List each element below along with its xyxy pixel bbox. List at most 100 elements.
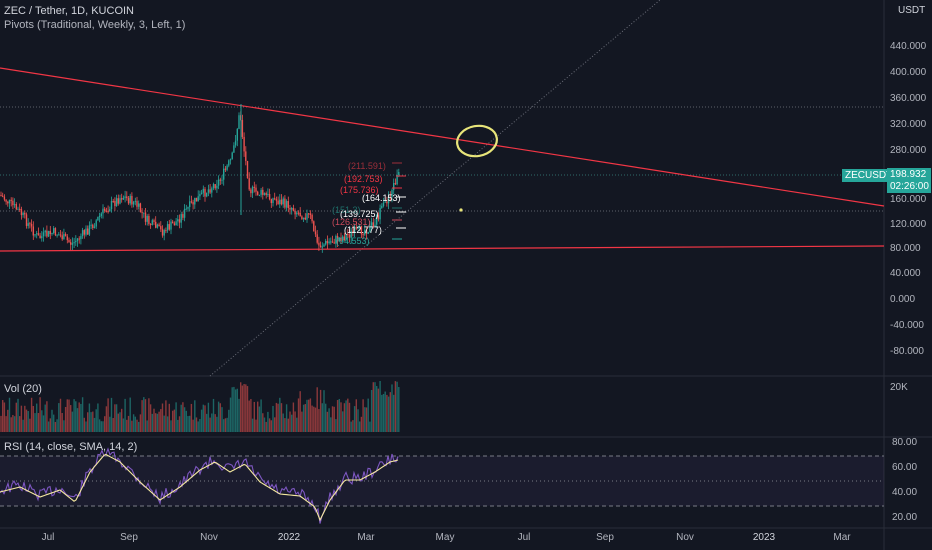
- candle-body: [291, 208, 293, 210]
- price-axis-label: 360.000: [890, 93, 927, 104]
- price-badge: 198.932: [887, 168, 931, 181]
- volume-bar: [311, 405, 313, 432]
- candle-body: [284, 198, 286, 208]
- candle-body: [17, 208, 19, 210]
- candle-body: [83, 230, 85, 235]
- candle-body: [342, 236, 344, 242]
- volume-bar: [39, 397, 41, 432]
- volume-bar: [245, 384, 247, 432]
- candle-body: [265, 193, 267, 195]
- candle-body: [223, 168, 225, 180]
- candle-body: [391, 190, 393, 197]
- candle-body: [153, 220, 155, 222]
- candle-body: [200, 192, 203, 195]
- candle-body: [75, 241, 77, 243]
- candle-body: [245, 151, 247, 161]
- volume-bar: [204, 405, 206, 432]
- candle-body: [85, 228, 87, 235]
- candle-body: [226, 165, 228, 170]
- candle-body: [70, 242, 72, 245]
- volume-bar: [53, 414, 55, 432]
- volume-bar: [166, 416, 169, 432]
- candle-body: [362, 234, 364, 236]
- volume-bar: [58, 403, 60, 432]
- price-axis-label: 280.000: [890, 145, 927, 156]
- volume-bar: [263, 417, 266, 432]
- candle-body: [270, 199, 272, 204]
- countdown-badge: 02:26:00: [887, 180, 931, 193]
- volume-bar: [2, 400, 4, 432]
- candle-body: [343, 236, 346, 241]
- candle-body: [64, 234, 67, 237]
- volume-title[interactable]: Vol (20): [4, 383, 42, 395]
- candle-body: [107, 211, 109, 213]
- candle-body: [32, 226, 34, 236]
- volume-bar: [377, 388, 380, 432]
- candle-body: [41, 236, 43, 239]
- volume-bar: [165, 400, 167, 432]
- pivot-label: (192.753): [344, 174, 383, 184]
- diagonal-trendline: [209, 0, 661, 377]
- symbol-title[interactable]: ZEC / Tether, 1D, KUCOIN: [4, 5, 135, 17]
- candle-body: [47, 230, 50, 237]
- candle-body: [22, 212, 24, 216]
- rsi-title[interactable]: RSI (14, close, SMA, 14, 2): [4, 441, 138, 453]
- time-axis-label: Jul: [41, 532, 55, 543]
- candle-body: [5, 199, 7, 202]
- support-line: [0, 245, 885, 252]
- candle-body: [3, 196, 6, 200]
- volume-bar: [282, 413, 284, 432]
- rsi-axis-label: 20.00: [892, 512, 918, 523]
- candle-body: [195, 197, 198, 202]
- volume-bar: [221, 407, 223, 432]
- volume-bar: [183, 407, 186, 432]
- volume-bar: [396, 381, 398, 432]
- volume-bar: [47, 421, 50, 432]
- volume-bar: [365, 407, 368, 432]
- candle-body: [93, 226, 96, 228]
- candle-body: [131, 195, 133, 205]
- candle-body: [350, 230, 352, 238]
- candle-body: [393, 183, 395, 191]
- volume-bar: [216, 416, 218, 432]
- candle-body: [224, 168, 227, 170]
- candle-body: [263, 193, 266, 195]
- candle-body: [299, 212, 301, 217]
- price-axis-label: 80.000: [890, 243, 921, 254]
- candle-body: [110, 200, 113, 210]
- highlight-circle: [456, 124, 498, 158]
- rsi-ma-line: [0, 453, 399, 522]
- volume-bar: [27, 411, 29, 432]
- volume-bar: [59, 398, 62, 432]
- candle-body: [216, 185, 218, 189]
- candle-body: [2, 195, 4, 197]
- candle-body: [353, 227, 356, 233]
- volume-bar: [206, 413, 208, 432]
- volume-bar: [340, 402, 342, 432]
- candle-body: [212, 184, 215, 189]
- volume-bar: [272, 405, 274, 432]
- volume-bar: [68, 399, 70, 432]
- candle-body: [185, 208, 187, 210]
- candle-body: [144, 212, 147, 222]
- indicator-title[interactable]: Pivots (Traditional, Weekly, 3, Left, 1): [4, 19, 186, 31]
- volume-bar: [76, 408, 79, 432]
- volume-bar: [63, 420, 65, 432]
- volume-bar: [117, 413, 119, 432]
- volume-bar: [195, 417, 198, 432]
- volume-bar: [0, 415, 2, 432]
- volume-bar: [29, 418, 31, 432]
- volume-bar: [105, 406, 108, 432]
- volume-bar: [24, 405, 26, 432]
- candle-body: [323, 244, 325, 247]
- volume-bar: [143, 397, 145, 432]
- volume-bar: [199, 419, 201, 432]
- candle-body: [387, 196, 390, 204]
- volume-bar: [306, 399, 308, 432]
- volume-bar: [277, 403, 279, 432]
- price-axis-label: 120.000: [890, 219, 927, 230]
- candle-body: [170, 221, 172, 230]
- volume-bar: [64, 406, 67, 432]
- candle-body: [206, 192, 208, 197]
